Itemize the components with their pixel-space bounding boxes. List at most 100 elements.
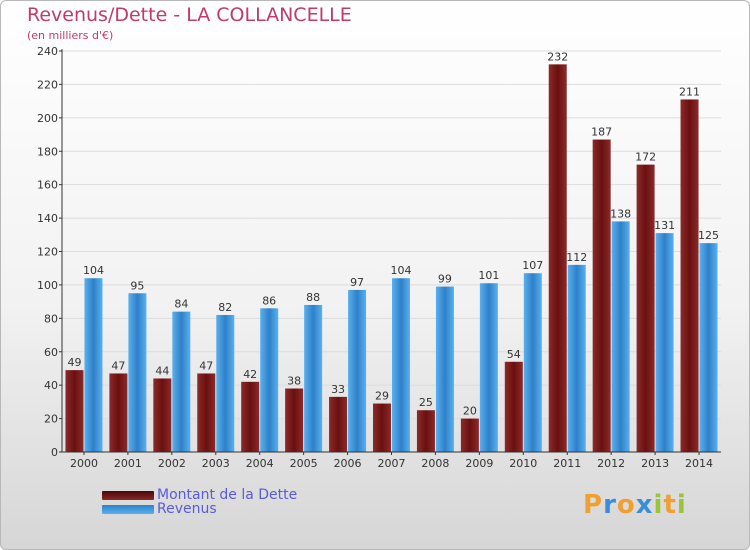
data-label-dette: 25 (419, 396, 433, 409)
x-tick-label: 2007 (378, 457, 406, 470)
x-tick-label: 2014 (685, 457, 713, 470)
data-label-dette: 44 (155, 364, 169, 377)
data-label-dette: 20 (463, 405, 477, 418)
bar-revenus (479, 283, 498, 452)
x-tick-label: 2008 (421, 457, 449, 470)
logo-letter: i (676, 490, 687, 520)
bar-revenus (84, 278, 103, 452)
y-tick-label: 0 (51, 446, 58, 459)
bar-revenus (392, 278, 410, 452)
data-label-dette: 172 (635, 151, 656, 164)
bar-revenus (216, 314, 235, 452)
bar-revenus (567, 264, 586, 452)
x-tick-label: 2003 (202, 457, 230, 470)
data-label-revenus: 101 (478, 269, 499, 282)
data-label-revenus: 99 (438, 273, 452, 286)
bar-dette (592, 139, 611, 452)
data-label-dette: 54 (507, 348, 521, 361)
data-label-dette: 47 (199, 359, 213, 372)
data-label-dette: 33 (331, 383, 345, 396)
x-tick-label: 2011 (553, 457, 581, 470)
data-label-revenus: 95 (130, 279, 144, 292)
x-tick-label: 2004 (246, 457, 274, 470)
y-tick-label: 160 (37, 179, 58, 192)
data-label-revenus: 112 (566, 251, 587, 264)
data-label-revenus: 84 (174, 298, 188, 311)
legend-swatch-dette (102, 490, 154, 500)
logo-letter: P (583, 490, 604, 520)
chart-subtitle: (en milliers d'€) (27, 29, 114, 42)
logo-letter: t (663, 490, 677, 520)
chart-title: Revenus/Dette - LA COLLANCELLE (27, 4, 352, 26)
data-label-revenus: 107 (522, 259, 543, 272)
logo-letter: r (603, 490, 617, 520)
bar-revenus (128, 293, 147, 452)
x-tick-label: 2001 (114, 457, 142, 470)
bar-dette (373, 403, 391, 452)
x-tick-label: 2005 (290, 457, 318, 470)
data-label-revenus: 86 (262, 294, 276, 307)
bar-revenus (260, 308, 279, 452)
data-label-dette: 49 (67, 356, 81, 369)
x-tick-label: 2012 (597, 457, 625, 470)
legend-item-revenus: Revenus (102, 501, 217, 517)
bar-dette (680, 99, 699, 453)
y-tick-label: 120 (37, 246, 58, 259)
bar-dette (65, 370, 84, 452)
logo-letter: o (616, 490, 636, 520)
bar-revenus (523, 273, 542, 452)
bar-dette (241, 381, 260, 452)
data-label-dette: 187 (591, 126, 612, 139)
bar-revenus (435, 286, 454, 452)
data-label-dette: 29 (375, 390, 389, 403)
proxiti-logo: Proxiti (583, 490, 687, 520)
legend-label-dette: Montant de la Dette (157, 487, 298, 503)
bar-dette (153, 378, 172, 452)
y-tick-label: 60 (44, 346, 58, 359)
data-label-revenus: 97 (350, 276, 364, 289)
y-tick-label: 140 (37, 212, 58, 225)
x-tick-label: 2013 (641, 457, 669, 470)
bar-dette (285, 388, 304, 452)
y-tick-label: 200 (37, 112, 58, 125)
logo-letter: i (653, 490, 664, 520)
bar-revenus (611, 221, 630, 452)
bar-dette (329, 396, 348, 452)
legend-swatch-revenus (102, 504, 154, 514)
x-tick-label: 2009 (465, 457, 493, 470)
bar-dette (504, 361, 523, 452)
x-tick-label: 2000 (70, 457, 98, 470)
data-label-revenus: 82 (218, 301, 232, 314)
data-label-revenus: 88 (306, 291, 320, 304)
bar-revenus (304, 304, 323, 452)
data-label-dette: 38 (287, 375, 301, 388)
y-tick-label: 220 (37, 78, 58, 91)
logo-letter: x (635, 490, 654, 520)
data-label-revenus: 131 (654, 219, 675, 232)
bar-dette (636, 164, 655, 452)
y-tick-label: 180 (37, 145, 58, 158)
y-tick-label: 40 (44, 379, 58, 392)
bar-revenus (172, 311, 191, 452)
data-label-dette: 42 (243, 368, 257, 381)
bar-revenus (655, 233, 674, 452)
y-tick-label: 20 (44, 413, 58, 426)
y-tick-label: 80 (44, 312, 58, 325)
legend-label-revenus: Revenus (157, 501, 217, 517)
data-label-dette: 47 (111, 359, 125, 372)
y-tick-label: 240 (37, 45, 58, 58)
bar-dette (548, 64, 567, 452)
y-tick-label: 100 (37, 279, 58, 292)
bar-dette (109, 373, 128, 452)
bar-revenus (699, 243, 718, 452)
data-label-dette: 232 (547, 50, 568, 63)
bar-dette (197, 373, 216, 452)
data-label-dette: 211 (679, 85, 700, 98)
x-tick-label: 2006 (334, 457, 362, 470)
x-tick-label: 2002 (158, 457, 186, 470)
bar-dette (460, 418, 479, 452)
bar-dette (416, 410, 435, 452)
x-tick-label: 2010 (509, 457, 537, 470)
